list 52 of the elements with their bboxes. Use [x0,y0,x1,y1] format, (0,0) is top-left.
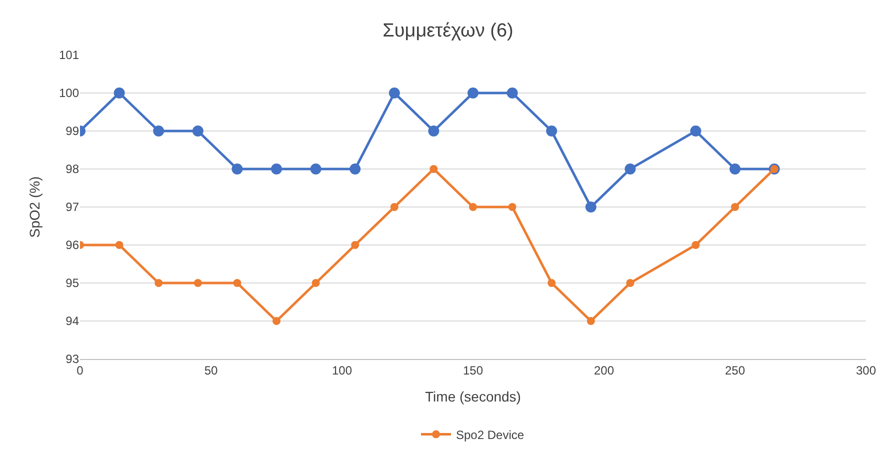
y-axis-title: SpO2 (%) [26,176,43,238]
point [115,241,124,249]
point [690,126,702,136]
point [350,164,361,174]
point [272,317,280,325]
y-tick-label: 95 [66,276,80,290]
y-tick-label: 96 [66,238,80,252]
point [468,88,478,98]
y-tick-label: 97 [66,200,80,214]
point [271,164,282,174]
y-tick-label: 99 [66,124,80,138]
point [430,165,438,173]
x-tick-label: 100 [332,363,352,378]
point [508,203,516,211]
x-tick-label: 300 [856,363,876,378]
y-tick-label: 98 [66,162,80,176]
point [428,126,440,136]
legend-label: Spo2 Device [456,428,524,442]
x-tick-label: 200 [594,363,614,378]
point [154,279,163,287]
point [351,241,360,249]
point [192,126,204,136]
point [731,203,739,211]
x-tick-label: 50 [204,363,218,378]
point [232,164,243,174]
point [548,279,556,287]
y-tick-label: 94 [66,314,80,328]
point [586,317,595,325]
y-tick-label: 100 [58,86,80,100]
y-tick-label: 93 [66,352,80,366]
point [390,203,398,211]
x-tick-label: 0 [76,363,84,378]
point [153,126,164,136]
point [194,279,202,287]
point [469,203,477,211]
point [546,126,558,136]
point [626,279,634,287]
y-tick-label: 101 [58,48,80,62]
x-axis-title: Time (seconds) [425,388,521,405]
point [114,88,125,98]
point [730,164,740,174]
chart-title: Συμμετέχων (6) [382,20,514,42]
point [585,202,596,212]
x-tick-label: 150 [462,363,484,378]
point [388,88,400,98]
point [233,279,242,287]
point [506,88,518,98]
point [312,279,320,287]
x-tick-label: 250 [724,363,746,378]
point [624,164,636,174]
point [310,164,322,174]
point [692,241,700,249]
